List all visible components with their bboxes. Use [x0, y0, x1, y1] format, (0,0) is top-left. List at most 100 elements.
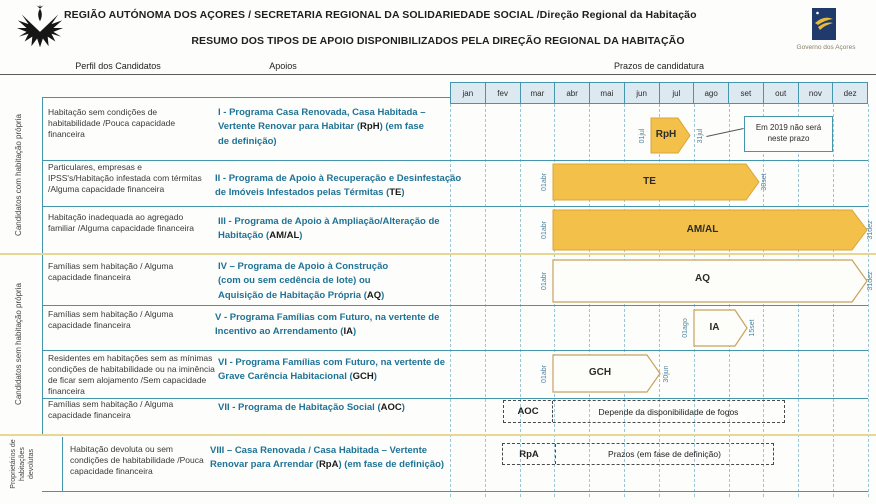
- row-separator: [42, 97, 450, 98]
- apoio-code: IA: [343, 326, 353, 338]
- apoio-code: AM/AL: [269, 230, 300, 242]
- bar-label-rph: RpH: [655, 129, 677, 140]
- month-gridline: [450, 104, 451, 497]
- group-separator: [0, 434, 876, 436]
- note-connector-line: [706, 128, 744, 137]
- header-divider: [0, 74, 876, 75]
- group-border: [62, 437, 63, 491]
- timeline-arrow-rph: [650, 117, 691, 154]
- governo-acores-logo: [812, 8, 836, 40]
- date-end-gch: 30jun: [663, 365, 670, 383]
- row3-apoio: III - Programa de Apoio à Ampliação/Alte…: [218, 215, 453, 244]
- apoio-text: VIII – Casa Renovada / Casa Habitada – V…: [210, 445, 428, 471]
- month-cell: nov: [797, 83, 833, 103]
- group-label-sem-habitacao: Candidatos sem habitação própria: [14, 283, 23, 405]
- group-border: [42, 255, 43, 434]
- month-cell: mai: [589, 83, 624, 103]
- apoio-code: AQ: [366, 289, 382, 301]
- apoio-text: III - Programa de Apoio à Ampliação/Alte…: [218, 216, 440, 242]
- group-border: [42, 97, 43, 253]
- timeline-dashed-box-rpa: RpA Prazos (em fase de definição): [502, 443, 774, 465]
- date-start-rph: 01jul: [639, 128, 646, 144]
- row4-profile: Famílias sem habitação / Alguma capacida…: [48, 261, 174, 283]
- apoio-text: ): [401, 187, 405, 199]
- month-cell: abr: [554, 83, 589, 103]
- row3-profile: Habitação inadequada ao agregado familia…: [48, 212, 194, 234]
- apoio-code: AOC: [380, 402, 402, 413]
- row6-profile: Residentes em habitações sem as mínimas …: [48, 353, 215, 397]
- row4-apoio: IV – Programa de Apoio à Construção (com…: [218, 260, 413, 303]
- group-label-com-habitacao: Candidatos com habitação própria: [14, 114, 23, 236]
- date-start-ia: 01ago: [682, 318, 689, 338]
- bar-label-amal: AM/AL: [686, 224, 719, 235]
- row-separator: [42, 206, 868, 207]
- apoio-text: IV – Programa de Apoio à Construção (com…: [218, 261, 389, 301]
- page-subtitle: RESUMO DOS TIPOS DE APOIO DISPONIBILIZAD…: [191, 35, 685, 47]
- row-separator: [42, 350, 868, 351]
- row5-profile: Famílias sem habitação / Alguma capacida…: [48, 309, 174, 331]
- row-separator: [42, 305, 868, 306]
- month-cell: jul: [658, 83, 694, 103]
- row1-profile: Habitação sem condições de habitabilidad…: [48, 107, 176, 140]
- apoio-text: I - Programa Casa Renovada, Casa Habitad…: [218, 107, 426, 133]
- date-end-ia: 15set: [749, 319, 756, 337]
- apoio-text: VI - Programa Famílias com Futuro, na ve…: [218, 357, 446, 383]
- date-end-amal: 31dez: [867, 220, 874, 240]
- apoio-code: RpH: [360, 121, 380, 133]
- bar-label-gch: GCH: [588, 367, 612, 378]
- column-header-prazos: Prazos de candidatura: [613, 61, 705, 71]
- row-separator: [42, 160, 868, 161]
- month-cell: set: [728, 83, 763, 103]
- month-gridline: [485, 104, 486, 497]
- dashed-box-code: RpA: [503, 444, 556, 464]
- bar-label-ia: IA: [709, 322, 720, 333]
- month-cell: ago: [693, 83, 728, 103]
- date-start-amal: 01abr: [541, 221, 548, 239]
- row1-apoio: I - Programa Casa Renovada, Casa Habitad…: [218, 106, 426, 149]
- apoio-text: ): [352, 326, 357, 338]
- timeline-arrow-gch: [552, 354, 661, 393]
- date-end-te: 30set: [761, 173, 768, 191]
- dashed-box-text: Depende da disponibilidade de fogos: [598, 406, 739, 417]
- bar-label-te: TE: [643, 176, 656, 187]
- month-gridline: [868, 104, 869, 497]
- row2-apoio: II - Programa de Apoio à Recuperação e D…: [215, 172, 473, 201]
- apoio-text: ): [299, 230, 303, 242]
- apoio-text: ): [373, 371, 377, 383]
- group-separator: [0, 253, 876, 255]
- apoio-code: GCH: [352, 371, 374, 383]
- date-start-aq: 01abr: [541, 272, 548, 290]
- group-label-proprietarios: Proprietários de habitações devolutas: [10, 439, 36, 489]
- row7-profile: Famílias sem habitação / Alguma capacida…: [48, 399, 174, 421]
- row8-profile: Habitação devoluta ou sem condições de h…: [70, 444, 204, 477]
- row8-apoio: VIII – Casa Renovada / Casa Habitada – V…: [210, 444, 460, 473]
- apoio-text: V - Programa Famílias com Futuro, na ver…: [215, 312, 440, 338]
- column-header-apoios: Apoios: [269, 61, 297, 71]
- dashed-box-code: AOC: [504, 401, 553, 422]
- timeline-arrow-aq: [552, 259, 868, 303]
- date-end-aq: 31dez: [867, 271, 874, 291]
- row5-apoio: V - Programa Famílias com Futuro, na ver…: [215, 311, 460, 340]
- month-cell: mar: [519, 83, 555, 103]
- apoio-text: II - Programa de Apoio à Recuperação e D…: [215, 173, 462, 199]
- logo-caption: Governo dos Açores: [796, 44, 856, 51]
- apoio-text: VII - Programa de Habitação Social (: [218, 402, 381, 413]
- row7-apoio: VII - Programa de Habitação Social (AOC): [218, 401, 468, 415]
- rph-note-box: Em 2019 não será neste prazo: [744, 116, 833, 152]
- timeline-dashed-box-aoc: AOC Depende da disponibilidade de fogos: [503, 400, 785, 423]
- apoio-text: ) (em fase de definição): [338, 459, 445, 471]
- row2-profile: Particulares, empresas e IPSS's/Habitaçã…: [48, 162, 202, 195]
- month-cell: fev: [484, 83, 520, 103]
- dashed-box-text: Prazos (em fase de definição): [608, 449, 721, 459]
- goshawk-flag-icon: [812, 8, 836, 40]
- month-cell: out: [762, 83, 798, 103]
- row6-apoio: VI - Programa Famílias com Futuro, na ve…: [218, 356, 458, 385]
- column-header-perfil: Perfil dos Candidatos: [75, 61, 161, 71]
- page-title: REGIÃO AUTÓNOMA DOS AÇORES / SECRETARIA …: [64, 9, 697, 21]
- month-cell: jun: [623, 83, 659, 103]
- month-header-row: jan fev mar abr mai jun jul ago set out …: [450, 82, 868, 104]
- month-gridline: [520, 104, 521, 497]
- date-start-gch: 01abr: [541, 365, 548, 383]
- row-separator: [42, 398, 868, 399]
